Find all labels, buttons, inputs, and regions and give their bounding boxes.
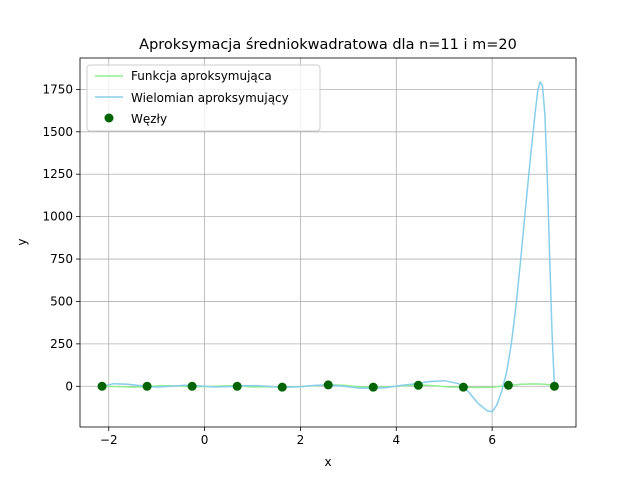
plot-frame [79, 57, 577, 428]
x-tick-label: 2 [297, 433, 305, 447]
y-axis-label: y [15, 238, 29, 245]
series-line-1 [101, 81, 556, 413]
x-axis-ticks: −2 0 2 4 6 [100, 427, 496, 447]
y-tick-label: 750 [50, 252, 73, 266]
legend-swatch-wezly [104, 113, 114, 123]
legend-box [86, 64, 321, 132]
node-point [323, 380, 333, 390]
node-markers [97, 380, 559, 392]
node-point [549, 381, 559, 391]
legend-label-wielomian: Wielomian aproksymujący [131, 91, 289, 105]
y-tick-label: 1750 [42, 82, 73, 96]
node-point [458, 382, 468, 392]
x-tick-label: −2 [100, 433, 118, 447]
y-tick-label: 500 [50, 294, 73, 308]
chart-title: Aproksymacja średniokwadratowa dla n=11 … [139, 37, 517, 53]
y-tick-label: 250 [50, 337, 73, 351]
x-tick-label: 0 [201, 433, 209, 447]
node-point [503, 380, 513, 390]
node-point [97, 381, 107, 391]
node-point [413, 380, 423, 390]
y-tick-label: 1250 [42, 167, 73, 181]
y-tick-label: 0 [65, 379, 73, 393]
node-point [187, 381, 197, 391]
legend-label-wezly: Węzły [131, 112, 167, 126]
x-axis-label: x [324, 455, 331, 469]
y-tick-label: 1000 [42, 210, 73, 224]
legend: Funkcja aproksymująca Wielomian aproksym… [86, 64, 321, 132]
x-tick-label: 4 [392, 433, 400, 447]
node-point [277, 382, 287, 392]
legend-label-funkcja: Funkcja aproksymująca [131, 69, 272, 83]
node-point [232, 381, 242, 391]
plot-series [101, 81, 556, 413]
x-tick-label: 6 [488, 433, 496, 447]
node-point [368, 382, 378, 392]
node-point [142, 381, 152, 391]
y-tick-label: 1500 [42, 125, 73, 139]
y-axis-ticks: 0 250 500 750 1000 1250 1500 1750 [42, 82, 80, 393]
